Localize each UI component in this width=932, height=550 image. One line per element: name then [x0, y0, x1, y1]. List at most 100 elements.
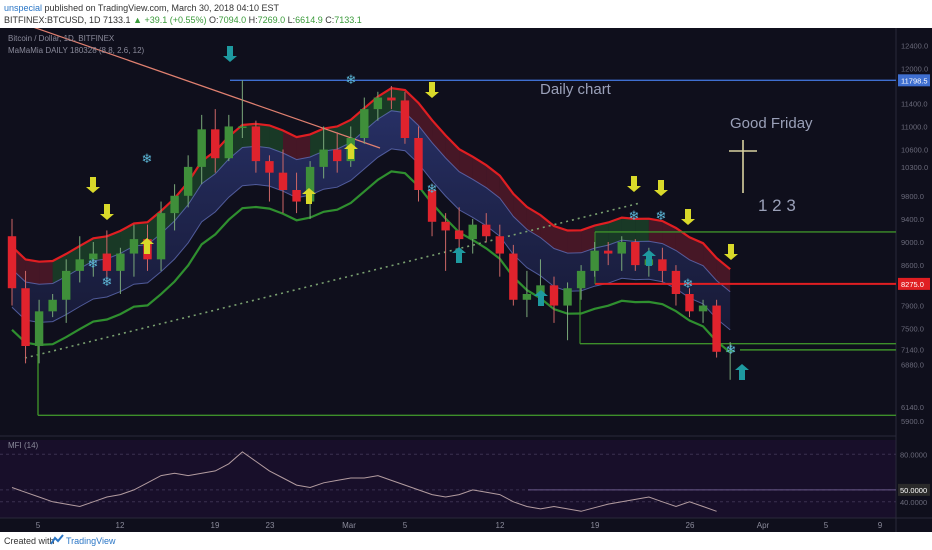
- candle-body: [102, 253, 112, 271]
- y-tick-label: 11400.0: [901, 99, 928, 108]
- candle-body: [400, 100, 410, 138]
- candle-body: [373, 97, 383, 110]
- candle-body: [387, 97, 396, 101]
- ma-cloud-segment: [39, 260, 53, 285]
- chart-legend-title: Bitcoin / Dollar, 1D, BITFINEX: [8, 34, 115, 43]
- snowflake-icon: ❄: [427, 182, 438, 197]
- y-tick-label: 12400.0: [901, 42, 928, 51]
- chart-header: unspecial published on TradingView.com, …: [0, 0, 932, 28]
- high-value: 7269.0: [257, 15, 286, 25]
- ma-cloud-segment: [25, 259, 40, 285]
- chart-area[interactable]: ❄ ❄ ❄ ❄ ❄ ❄ ❄ ❄ ❄ 5900.0 6140.0 6880.0 7140.0 7500.0…: [0, 28, 932, 532]
- ohlc-line: BITFINEX:BTCUSD, 1D 7133.1 ▲ +39.1 (+0.5…: [4, 15, 362, 25]
- arrow-up-icon: [140, 238, 154, 254]
- arrow-down-icon: [681, 209, 695, 225]
- ma-cloud-segment: [635, 218, 649, 242]
- price-change: ▲ +39.1 (+0.55%): [133, 15, 207, 25]
- candle-body: [238, 126, 247, 128]
- candle-body: [224, 126, 233, 159]
- candle-body: [197, 129, 206, 167]
- candle-body: [170, 195, 179, 214]
- x-tick-label: Mar: [342, 521, 356, 530]
- price-chart[interactable]: ❄❄❄❄❄❄ ❄❄❄ 5900.06140.06880.07140.07500.0…: [0, 28, 932, 532]
- ma-cloud-segment: [662, 221, 676, 251]
- inner-band-lower: [11, 148, 731, 331]
- y-tick-label: 6140.0: [901, 403, 924, 412]
- candle-body: [265, 161, 274, 173]
- x-tick-label: 19: [211, 521, 220, 530]
- candle-body: [685, 294, 694, 312]
- candle-body: [454, 230, 464, 240]
- y-tick-label: 8600.0: [901, 261, 924, 270]
- candle-body: [48, 299, 57, 312]
- candle-body: [536, 285, 545, 294]
- candle-body: [549, 285, 559, 306]
- y-tick-label: 12000.0: [901, 65, 928, 74]
- ma-cloud-segment: [567, 230, 582, 254]
- indicator-tag: [898, 483, 930, 496]
- arrow-down-icon: [724, 244, 738, 260]
- mfi-label: MFI (14): [8, 441, 39, 450]
- low-value: 6614.9: [295, 15, 323, 25]
- candle-body: [333, 149, 342, 162]
- ma-cloud-segment: [106, 230, 121, 259]
- ma-cloud-segment: [377, 88, 392, 120]
- y-tick-label: 7500.0: [901, 325, 924, 334]
- candle-body: [129, 239, 139, 254]
- trendline-resistance: [33, 28, 381, 149]
- candle-body: [211, 129, 220, 159]
- footer: Created with TradingView: [0, 532, 932, 550]
- ma-cloud-segment: [499, 175, 514, 217]
- y-tick-label: 9800.0: [901, 192, 924, 201]
- candle-body: [7, 236, 17, 289]
- indicator-tick-label: 80.0000: [900, 450, 927, 459]
- snowflake-icon: ❄: [726, 343, 737, 358]
- candle-body: [671, 270, 681, 294]
- x-tick-label: Apr: [757, 521, 770, 530]
- y-tick-label: 9000.0: [901, 238, 924, 247]
- candle-body: [495, 236, 504, 254]
- snowflake-icon: ❄: [142, 152, 153, 167]
- candle-body: [305, 166, 315, 202]
- x-tick-label: 5: [403, 521, 408, 530]
- arrow-down-icon: [627, 176, 641, 192]
- candle-body: [183, 166, 193, 196]
- arrow-up-icon: [642, 250, 656, 266]
- ma-cloud-segment: [323, 126, 338, 152]
- snowflake-icon: ❄: [683, 277, 694, 292]
- indicator-tag-label: 50.0000: [900, 486, 927, 495]
- price-tag: [898, 277, 930, 290]
- candle-body: [75, 259, 84, 271]
- low-label: L:: [287, 15, 296, 25]
- candle-body: [725, 349, 735, 353]
- candle-body: [604, 250, 613, 254]
- snowflake-icon: ❄: [102, 275, 113, 290]
- candle-body: [156, 213, 166, 260]
- open-label: O:: [209, 15, 219, 25]
- trendline-support: [24, 202, 641, 359]
- author-link[interactable]: unspecial: [4, 3, 43, 13]
- ma-cloud-segment: [648, 218, 663, 244]
- tradingview-logo-icon: [50, 534, 64, 545]
- cross-icon: [729, 140, 757, 193]
- candle-body: [427, 190, 437, 222]
- candle-body: [34, 311, 44, 346]
- y-tick-label: 10600.0: [901, 146, 928, 155]
- snowflake-icon: ❄: [656, 209, 667, 224]
- annotation-good-friday: Good Friday: [730, 115, 813, 132]
- x-tick-label: 5: [36, 521, 41, 530]
- publish-info: published on TradingView.com, March 30, …: [44, 3, 280, 13]
- ma-cloud-segment: [581, 225, 595, 253]
- tradingview-link[interactable]: TradingView: [66, 536, 116, 546]
- ma-cloud-segment: [445, 135, 460, 172]
- candle-body: [509, 253, 518, 300]
- arrow-up-icon: [735, 364, 749, 380]
- candle-body: [617, 242, 626, 254]
- last-price: 7133.1: [103, 15, 131, 25]
- candle-body: [21, 288, 30, 346]
- candle-body: [278, 172, 288, 190]
- price-tag-label: 8275.0: [901, 280, 924, 289]
- arrow-down-icon: [425, 82, 439, 98]
- x-tick-label: 9: [878, 521, 883, 530]
- candle-body: [712, 305, 721, 352]
